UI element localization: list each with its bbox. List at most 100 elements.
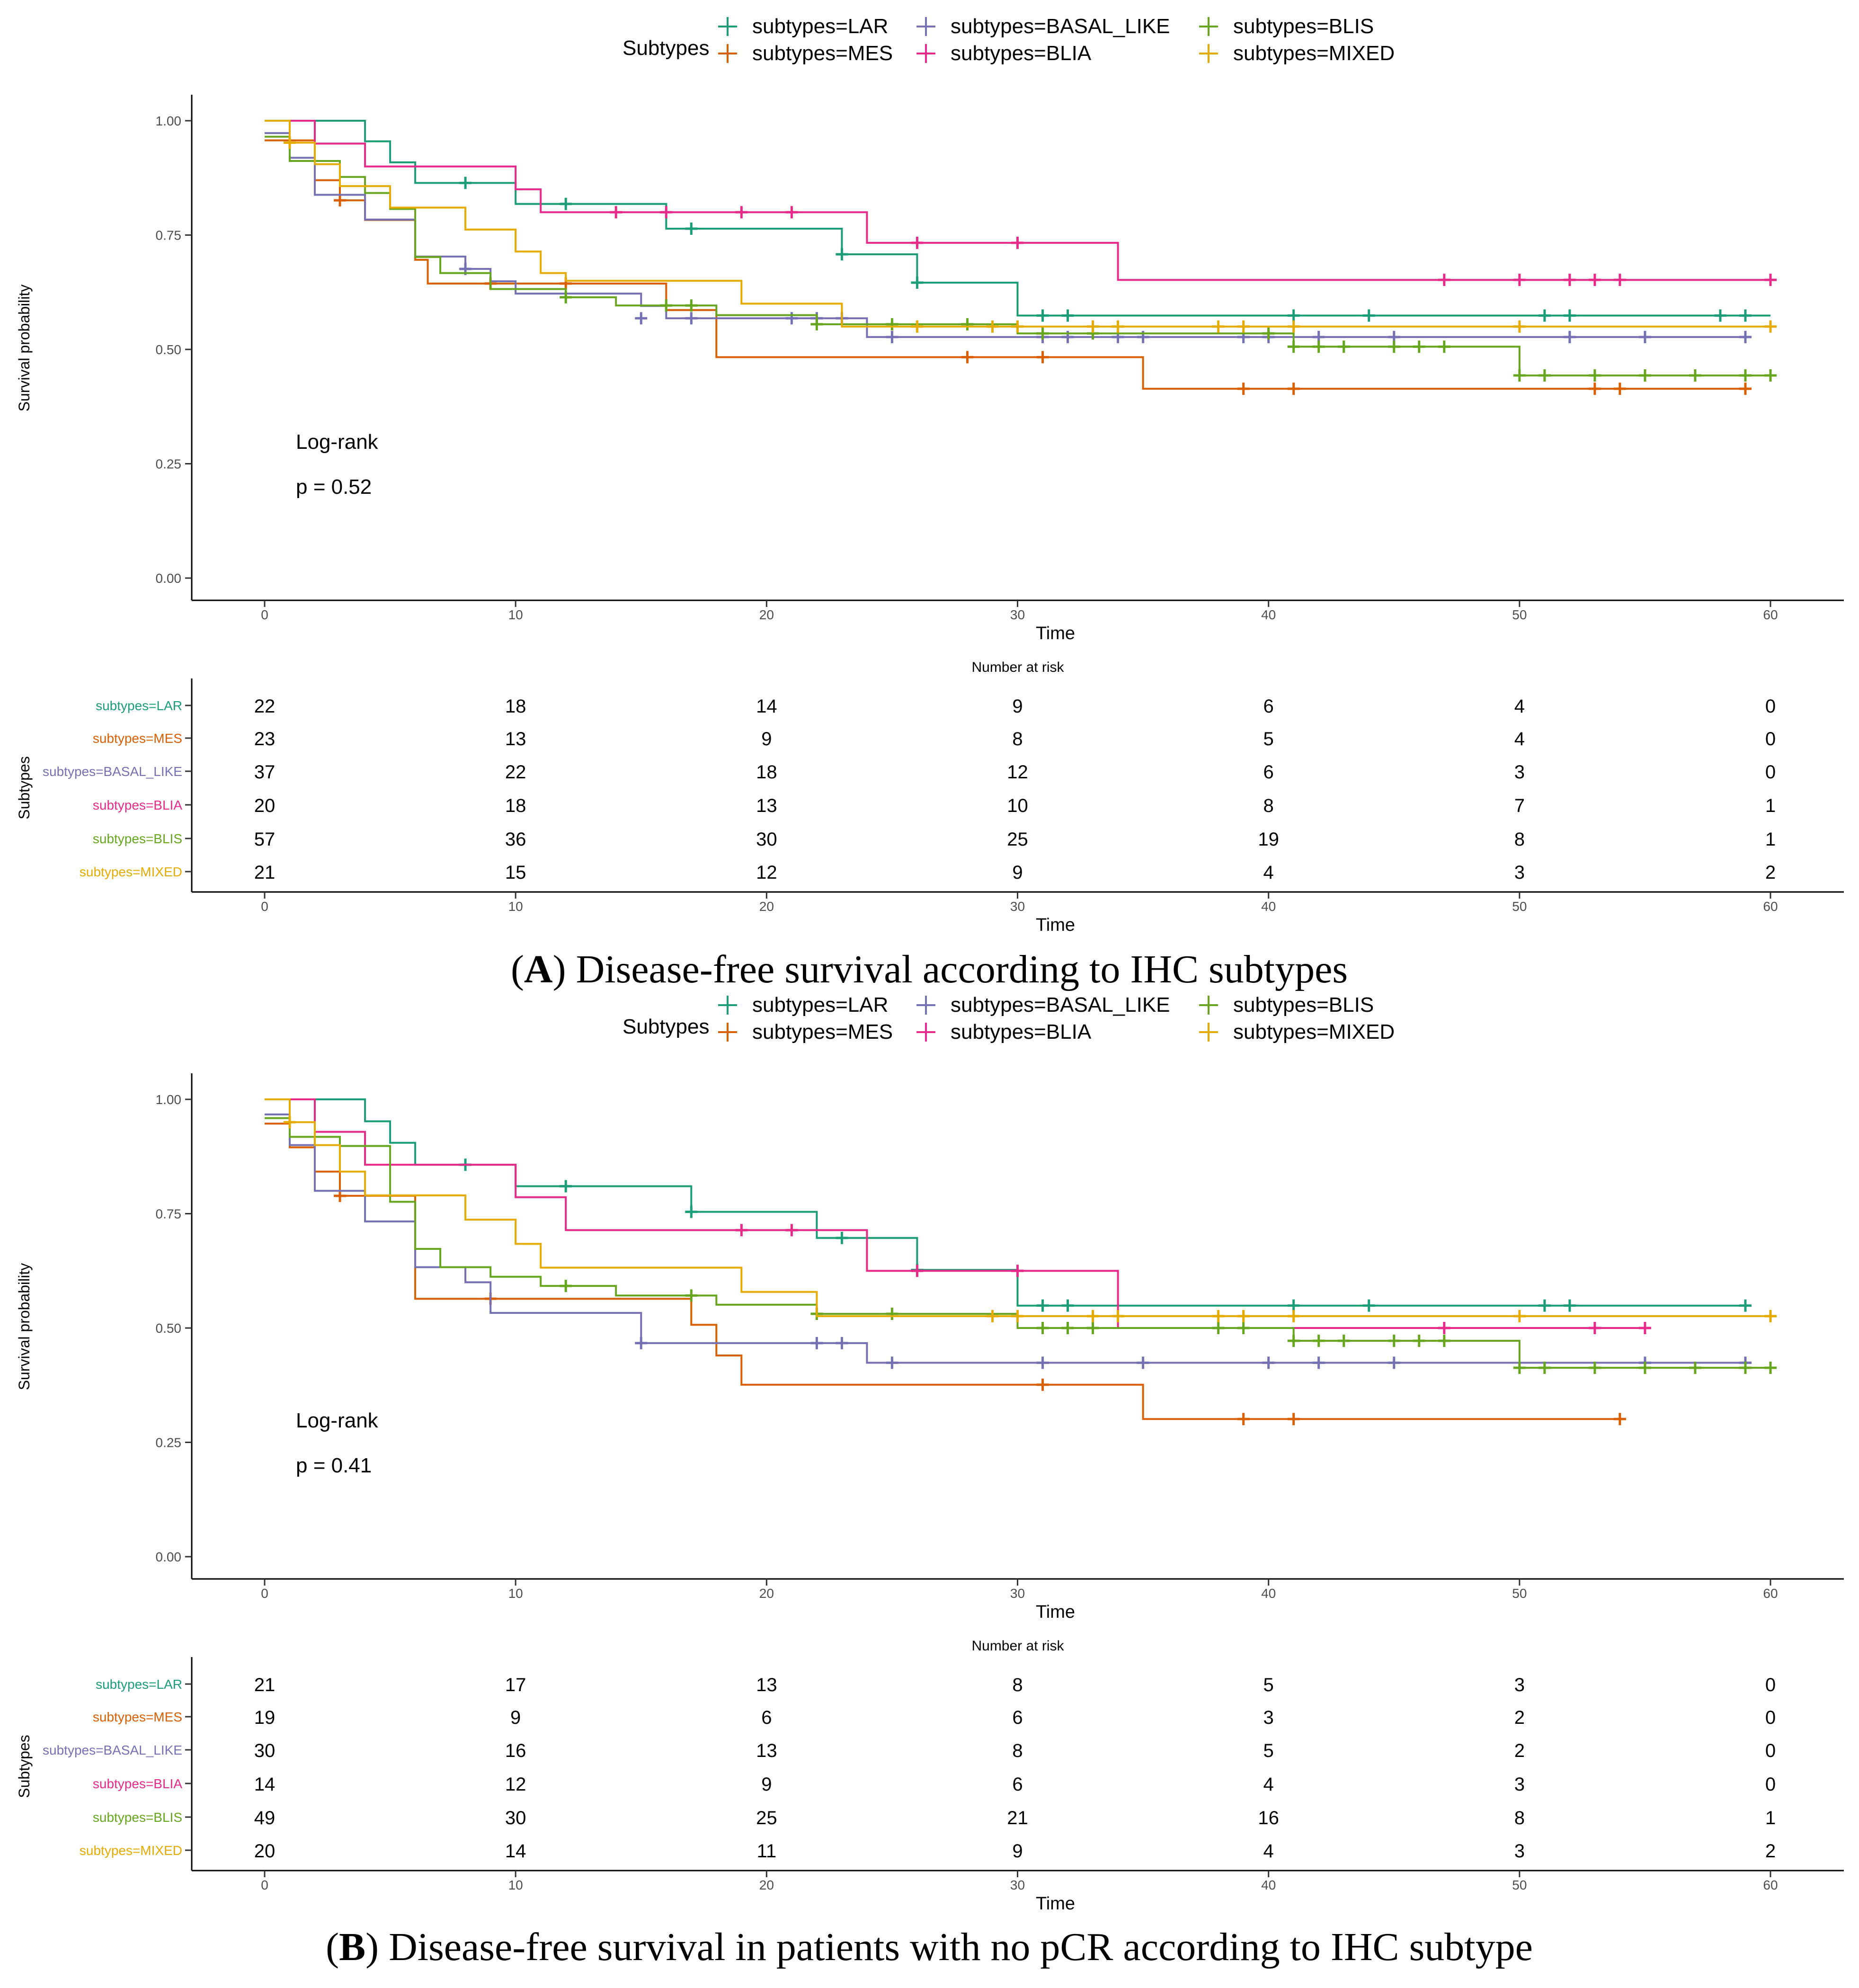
series-blis [265, 1117, 1777, 1374]
censor-mark [334, 194, 347, 207]
legend: Subtypes subtypes=LAR subtypes=MES subtypes… [623, 993, 1395, 1043]
risk-row-label: subtypes=MIXED [80, 1843, 182, 1858]
censor-mark [1036, 1356, 1049, 1369]
censor-mark [1588, 1362, 1601, 1374]
censor-mark [735, 1224, 748, 1237]
risk-count: 25 [756, 1808, 777, 1828]
survival-curve [265, 1117, 1770, 1369]
censor-mark [1764, 369, 1777, 382]
risk-row-label: subtypes=BLIA [93, 1776, 182, 1791]
censor-mark [1337, 340, 1350, 353]
censor-mark [810, 1337, 823, 1349]
risk-count: 6 [1263, 762, 1274, 783]
risk-count: 3 [1514, 1841, 1525, 1862]
risk-count: 3 [1514, 1675, 1525, 1695]
risk-count: 4 [1263, 1774, 1274, 1795]
risk-count: 19 [254, 1707, 276, 1728]
censor-mark [660, 299, 673, 312]
censor-mark [886, 1308, 898, 1320]
survival-axes: 0.00 0.25 0.50 0.75 1.00 0 10 20 30 40 50 60 Time Sur… [16, 95, 1844, 643]
risk-row-label: subtypes=BLIS [93, 1810, 182, 1825]
risk-count: 18 [505, 795, 526, 816]
censor-mark [1513, 1310, 1526, 1322]
censor-mark [1638, 330, 1651, 343]
risk-count: 0 [1765, 1740, 1776, 1761]
x-axis-title: Time [1036, 624, 1075, 643]
censor-mark [1036, 1322, 1049, 1334]
risk-count: 30 [505, 1808, 526, 1828]
risk-count: 21 [1007, 1808, 1028, 1828]
x-axis-title: Time [1036, 1602, 1075, 1622]
censor-mark [1413, 1335, 1425, 1347]
risk-count: 9 [1012, 1841, 1023, 1862]
series-lar [265, 1098, 1752, 1312]
y-tick-label: 0.75 [156, 228, 182, 243]
risk-count: 2 [1765, 1841, 1776, 1862]
censor-mark [635, 312, 648, 325]
censor-mark [1613, 274, 1626, 286]
risk-count: 0 [1765, 1675, 1776, 1695]
risk-x-tick-label: 10 [508, 1878, 523, 1892]
censor-mark [1513, 274, 1526, 286]
risk-count: 13 [505, 729, 526, 749]
risk-x-tick-label: 40 [1261, 899, 1276, 914]
censor-mark [1588, 369, 1601, 382]
risk-count: 2 [1514, 1707, 1525, 1728]
risk-row-label: subtypes=MES [93, 731, 182, 746]
censor-mark [1112, 1310, 1124, 1322]
risk-count: 15 [505, 862, 526, 883]
censor-mark [1563, 1299, 1576, 1312]
censor-mark [1011, 236, 1024, 249]
risk-count: 20 [254, 795, 276, 816]
censor-mark [1262, 327, 1275, 340]
censor-mark [1388, 340, 1400, 353]
censor-mark [1237, 1322, 1250, 1334]
censor-mark [886, 1356, 898, 1369]
censor-mark [1538, 1299, 1551, 1312]
risk-count: 10 [1007, 795, 1028, 816]
censor-mark [1262, 1356, 1275, 1369]
censor-mark [1362, 309, 1375, 322]
censor-mark [785, 206, 798, 219]
risk-count: 3 [1514, 862, 1525, 883]
censor-mark [560, 197, 572, 210]
caption-text: ) Disease-free survival according to IHC… [553, 947, 1348, 991]
logrank-p-value: p = 0.41 [296, 1454, 372, 1477]
series-mes [265, 139, 1752, 395]
censor-mark [1438, 274, 1450, 286]
y-tick-label: 0.00 [156, 1550, 182, 1564]
risk-x-axis-title: Time [1036, 915, 1075, 935]
x-tick-label: 40 [1261, 607, 1276, 622]
censor-mark [685, 222, 698, 235]
censor-mark [560, 1280, 572, 1293]
y-tick-label: 0.25 [156, 1435, 182, 1450]
censor-mark [886, 318, 898, 330]
legend-entry: subtypes=MES [752, 42, 893, 65]
censor-mark [1513, 320, 1526, 333]
censor-mark [1036, 327, 1049, 340]
censor-mark [1538, 369, 1551, 382]
risk-row-label: subtypes=LAR [96, 698, 182, 713]
censor-mark [986, 1310, 999, 1322]
risk-count: 3 [1514, 1774, 1525, 1795]
censor-mark [560, 1180, 572, 1193]
survival-curve [265, 120, 1770, 317]
y-tick-label: 0.50 [156, 342, 182, 357]
panel-a: Subtypes subtypes=LAR subtypes=MES subtypes… [16, 15, 1844, 991]
censor-mark [961, 351, 974, 364]
risk-count: 11 [757, 1841, 777, 1862]
risk-x-tick-label: 20 [759, 1878, 774, 1892]
risk-count: 8 [1514, 829, 1525, 850]
x-tick-label: 50 [1512, 1586, 1527, 1601]
risk-count: 4 [1263, 1841, 1274, 1862]
risk-count: 30 [254, 1740, 276, 1761]
risk-count: 5 [1263, 1740, 1274, 1761]
risk-x-tick-label: 30 [1010, 1878, 1025, 1892]
censor-mark [1739, 309, 1752, 322]
censor-mark [1212, 320, 1225, 333]
censor-mark [1036, 351, 1049, 364]
censor-mark [1287, 340, 1300, 353]
censor-mark [1538, 1362, 1551, 1374]
risk-x-tick-label: 60 [1763, 1878, 1778, 1892]
censor-mark [911, 236, 924, 249]
